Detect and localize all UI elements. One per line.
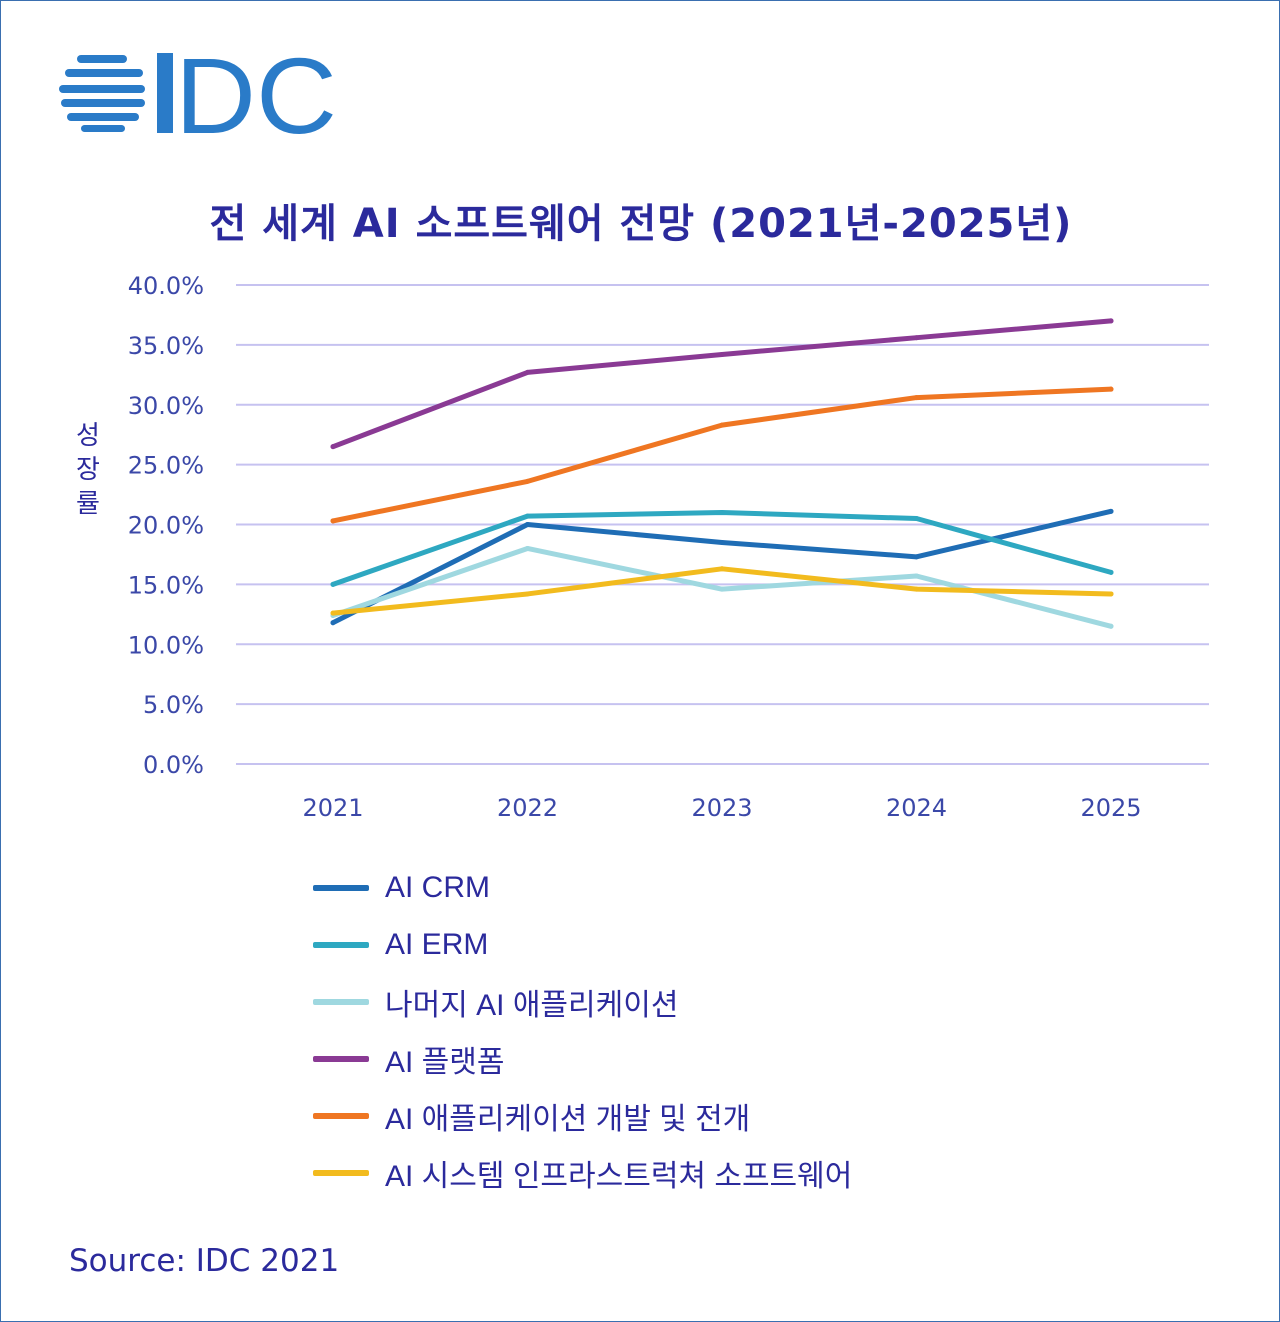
y-tick-label: 40.0% bbox=[128, 272, 204, 300]
data-point bbox=[525, 369, 530, 375]
legend-item: AI CRM bbox=[313, 859, 852, 916]
data-point bbox=[330, 444, 336, 450]
data-point bbox=[330, 518, 336, 524]
data-point bbox=[525, 513, 530, 519]
legend-item: AI 애플리케이션 개발 및 전개 bbox=[313, 1087, 852, 1144]
data-point bbox=[525, 522, 530, 527]
legend-label: AI 플랫폼 bbox=[385, 1045, 505, 1079]
data-point bbox=[525, 545, 530, 551]
data-point bbox=[525, 591, 530, 597]
data-point bbox=[1108, 318, 1114, 324]
data-point bbox=[914, 395, 919, 401]
x-tick-label: 2021 bbox=[302, 794, 363, 822]
y-tick-label: 5.0% bbox=[143, 691, 204, 719]
y-tick-label: 35.0% bbox=[128, 332, 204, 360]
x-tick-label: 2025 bbox=[1080, 794, 1141, 822]
legend-label: AI 애플리케이션 개발 및 전개 bbox=[385, 1102, 751, 1136]
y-tick-label: 25.0% bbox=[128, 452, 204, 480]
legend-item: 나머지 AI 애플리케이션 bbox=[313, 973, 852, 1030]
data-point bbox=[719, 566, 725, 572]
data-point bbox=[719, 351, 725, 357]
data-point bbox=[1108, 386, 1114, 392]
y-tick-label: 10.0% bbox=[128, 631, 204, 659]
data-point bbox=[719, 586, 725, 592]
x-tick-label: 2022 bbox=[497, 794, 558, 822]
data-point bbox=[330, 581, 336, 587]
data-point bbox=[330, 620, 336, 626]
legend-swatch bbox=[313, 1112, 369, 1119]
legend-item: AI 플랫폼 bbox=[313, 1030, 852, 1087]
source-note: Source: IDC 2021 bbox=[69, 1243, 340, 1279]
data-point bbox=[1108, 569, 1114, 575]
y-tick-label: 20.0% bbox=[128, 512, 204, 540]
data-point bbox=[525, 478, 530, 484]
legend-label: AI ERM bbox=[385, 927, 489, 961]
series-line-4 bbox=[330, 386, 1114, 524]
svg-text:DC: DC bbox=[175, 47, 337, 139]
data-point bbox=[914, 335, 919, 341]
legend: AI CRM AI ERM 나머지 AI 애플리케이션 AI 플랫폼 AI 애플리케이션… bbox=[313, 859, 852, 1201]
y-axis-label: 성장률 bbox=[76, 421, 100, 519]
legend-swatch bbox=[313, 998, 369, 1005]
legend-item: AI 시스템 인프라스트럭쳐 소프트웨어 bbox=[313, 1144, 852, 1201]
y-tick-label: 30.0% bbox=[128, 392, 204, 420]
data-point bbox=[1108, 591, 1114, 597]
idc-logo-icon: DC bbox=[59, 35, 337, 156]
idc-logo: DC bbox=[57, 35, 347, 156]
data-point bbox=[719, 510, 725, 516]
data-point bbox=[914, 516, 919, 522]
x-tick-label: 2024 bbox=[886, 794, 947, 822]
series-line-3 bbox=[330, 318, 1114, 450]
legend-item: AI ERM bbox=[313, 916, 852, 973]
line-chart: 0.0% 5.0% 10.0% 15.0% 20.0% 25.0% 30.0% 35.0% 40… bbox=[128, 272, 1209, 822]
data-point bbox=[330, 610, 336, 616]
legend-label: AI CRM bbox=[385, 870, 490, 904]
legend-swatch bbox=[313, 884, 369, 891]
data-point bbox=[1108, 623, 1114, 629]
data-point bbox=[719, 422, 725, 428]
data-point bbox=[719, 539, 725, 545]
legend-label: 나머지 AI 애플리케이션 bbox=[385, 988, 679, 1022]
y-tick-label: 0.0% bbox=[143, 751, 204, 779]
chart-title: 전 세계 AI 소프트웨어 전망 (2021년-2025년) bbox=[209, 201, 1073, 247]
legend-swatch bbox=[313, 1169, 369, 1176]
legend-label: AI 시스템 인프라스트럭쳐 소프트웨어 bbox=[385, 1159, 853, 1193]
legend-swatch bbox=[313, 941, 369, 948]
y-tick-label: 15.0% bbox=[128, 571, 204, 599]
x-tick-label: 2023 bbox=[691, 794, 752, 822]
data-point bbox=[914, 554, 919, 560]
data-point bbox=[914, 586, 919, 592]
data-point bbox=[1108, 508, 1114, 514]
data-point bbox=[914, 573, 919, 579]
legend-swatch bbox=[313, 1055, 369, 1062]
